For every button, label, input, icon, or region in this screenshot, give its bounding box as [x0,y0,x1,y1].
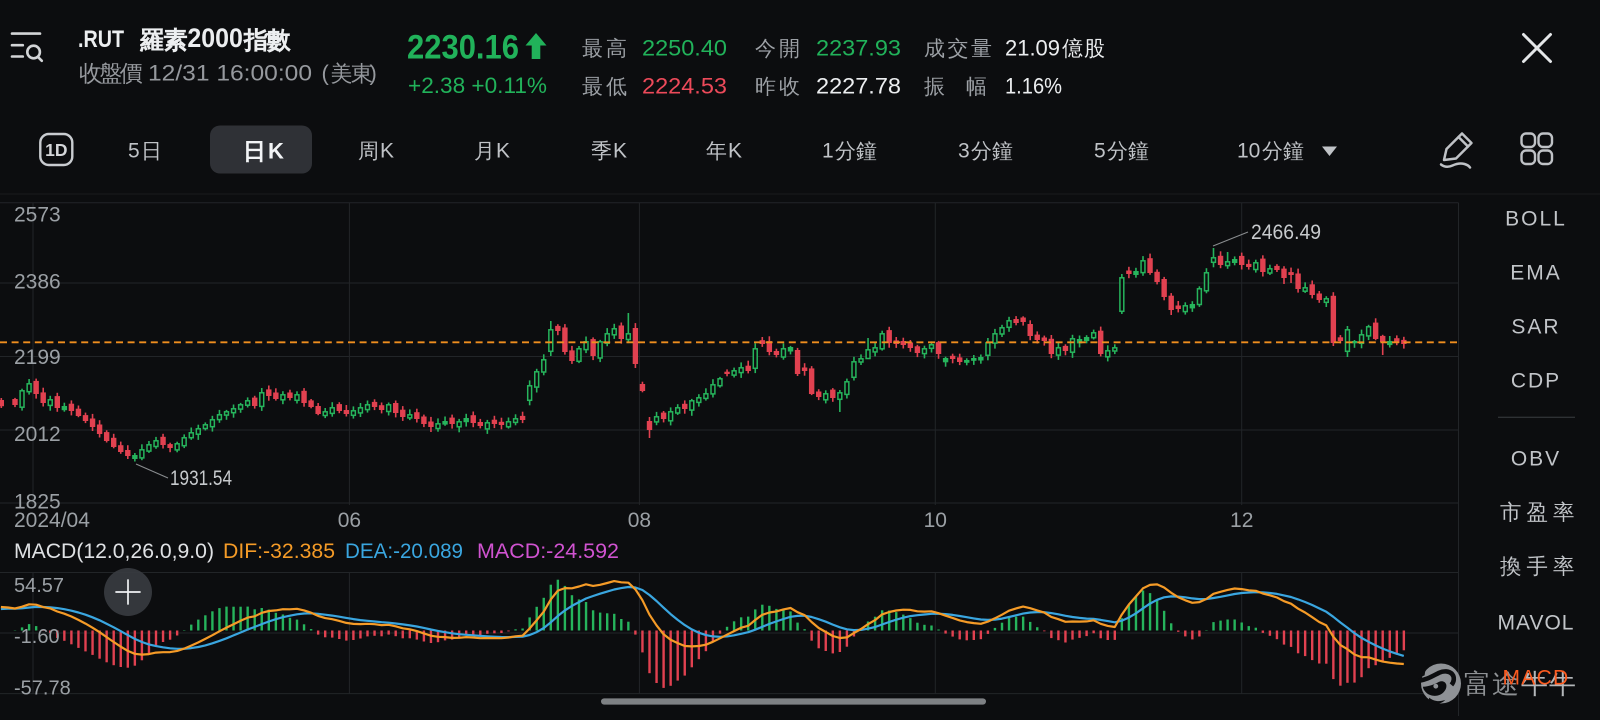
svg-text:12/31 16:00:00: 12/31 16:00:00 [148,61,312,86]
svg-text:): ) [370,61,377,86]
svg-text:-1.60: -1.60 [14,626,60,648]
svg-text:2250.40: 2250.40 [642,36,727,61]
svg-text:K: K [728,140,742,163]
svg-text:1: 1 [822,140,834,163]
svg-text:EMA: EMA [1510,262,1562,285]
svg-text:2224.53: 2224.53 [642,74,727,99]
svg-text:06: 06 [338,509,361,532]
svg-text:5: 5 [128,140,140,163]
svg-text:MACD: MACD [1502,667,1569,690]
svg-text:K: K [496,140,510,163]
svg-text:2573: 2573 [14,204,61,227]
svg-text:10: 10 [1237,140,1260,163]
svg-text:-57.78: -57.78 [14,678,71,700]
svg-text:54.57: 54.57 [14,575,64,597]
svg-text:K: K [613,140,627,163]
svg-text:10: 10 [924,509,947,532]
svg-text:2024/04: 2024/04 [14,509,90,532]
svg-text:BOLL: BOLL [1505,208,1567,231]
svg-text:1.16%: 1.16% [1005,74,1062,99]
svg-text:K: K [268,139,284,164]
svg-text:1D: 1D [45,140,67,160]
svg-text:5: 5 [1094,140,1106,163]
svg-text:2230.16: 2230.16 [407,29,519,67]
svg-text:2227.78: 2227.78 [816,74,901,99]
svg-text:MACD(12.0,26.0,9.0): MACD(12.0,26.0,9.0) [14,540,214,563]
svg-text:SAR: SAR [1511,316,1560,339]
svg-text:21.09: 21.09 [1005,36,1060,61]
svg-text:DIF:-32.385: DIF:-32.385 [223,540,335,563]
svg-text:.RUT: .RUT [78,26,124,53]
svg-text:OBV: OBV [1511,448,1561,471]
svg-text:1825: 1825 [14,491,61,514]
svg-text:2000: 2000 [187,23,243,53]
svg-text:1931.54: 1931.54 [170,467,232,490]
svg-text:K: K [380,140,394,163]
svg-text:CDP: CDP [1511,370,1561,393]
svg-text:MACD:-24.592: MACD:-24.592 [477,540,619,563]
svg-text:08: 08 [628,509,651,532]
svg-text:3: 3 [958,140,970,163]
svg-text:12: 12 [1230,509,1253,532]
svg-text:+2.38 +0.11%: +2.38 +0.11% [408,73,547,98]
svg-text:MAVOL: MAVOL [1498,612,1575,635]
svg-text:2199: 2199 [14,346,61,369]
svg-text:2466.49: 2466.49 [1251,221,1321,244]
svg-text:2386: 2386 [14,271,61,294]
svg-text:2237.93: 2237.93 [816,36,901,61]
svg-text:2012: 2012 [14,423,61,446]
svg-text:DEA:-20.089: DEA:-20.089 [345,540,463,563]
svg-text:(: ( [322,61,330,86]
